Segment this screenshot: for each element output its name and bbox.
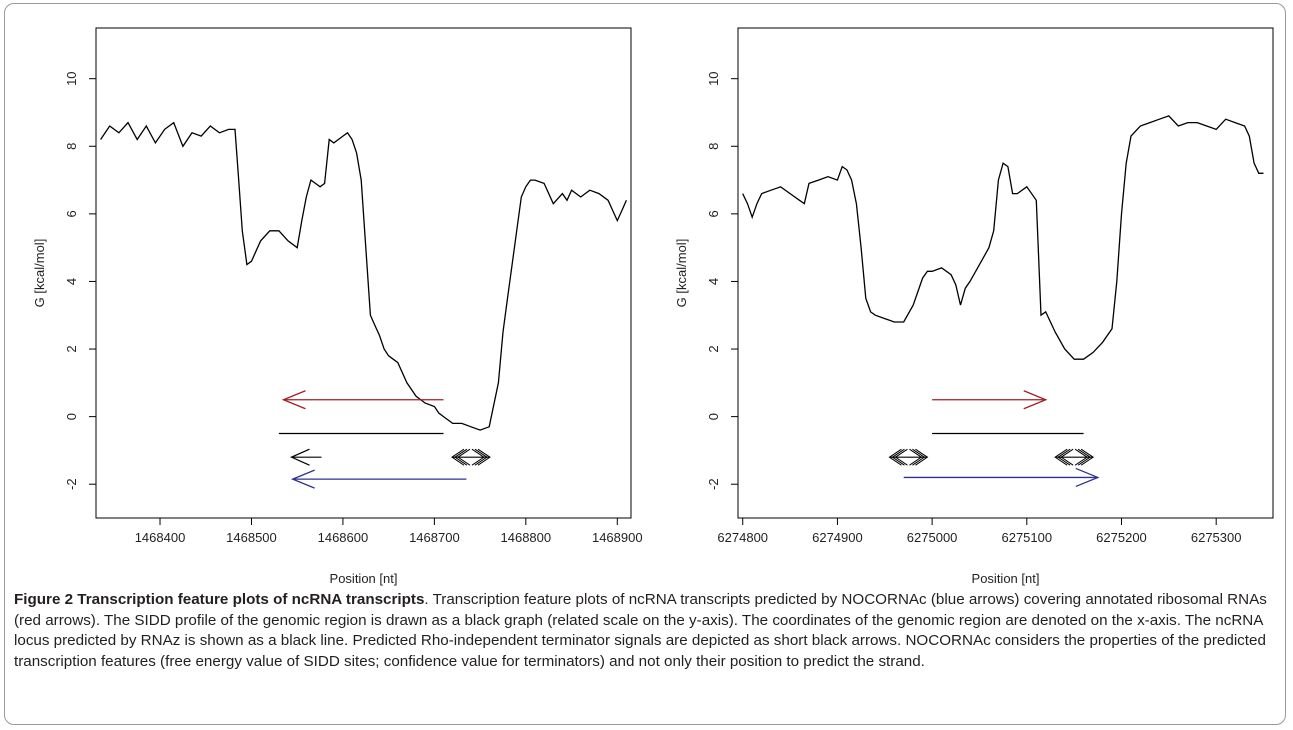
left-ytick-label: 4: [64, 278, 79, 285]
right-ytick-label: 2: [706, 345, 721, 352]
left-rrna-arrow-head: [281, 390, 306, 410]
terminator-head: [290, 448, 310, 466]
figure-frame: [4, 3, 1286, 725]
left-xtick-label: 1468500: [226, 530, 277, 545]
left-ytick-label: 0: [64, 413, 79, 420]
right-ytick-label: 10: [706, 71, 721, 85]
right-ytick-label: 6: [706, 210, 721, 217]
chart-right: 6274800 6274900 6275000 6275100 6275200 62753…: [648, 8, 1288, 588]
left-xtick-label: 1468600: [318, 530, 369, 545]
chart-left-svg: 1468400 1468500 1468600 1468700 1468800 14689…: [32, 27, 643, 586]
left-sidd-profile-line: [100, 121, 627, 431]
right-xtick-label: 6275200: [1096, 530, 1147, 545]
chart-right-svg: 6274800 6274900 6275000 6275100 6275200 62753…: [674, 27, 1274, 586]
right-terminator-icon: [888, 448, 929, 466]
right-ytick-label: 4: [706, 278, 721, 285]
terminator-head-left: [451, 448, 465, 466]
left-xaxis-label: Position [nt]: [330, 571, 398, 586]
left-ytick-label: 10: [64, 71, 79, 85]
left-xtick-label: 1468900: [592, 530, 643, 545]
terminator-head-right: [1074, 448, 1089, 466]
left-ytick-label: 2: [64, 345, 79, 352]
left-plot-frame: [95, 27, 632, 519]
left-yaxis-label: G [kcal/mol]: [32, 239, 47, 308]
terminator-head-right: [1080, 448, 1095, 466]
terminator-head-right: [912, 448, 926, 466]
left-terminator-icon: [451, 448, 491, 466]
right-ytick-label: -2: [706, 478, 721, 490]
terminator-head-right: [915, 448, 929, 466]
left-xtick-label: 1468800: [501, 530, 552, 545]
terminator-head-left: [888, 448, 902, 466]
left-ytick-label: 8: [64, 143, 79, 150]
terminator-head-right: [1077, 448, 1092, 466]
right-ytick-label: 0: [706, 413, 721, 420]
left-terminator-icon: [290, 448, 322, 466]
terminator-head-left: [894, 448, 908, 466]
left-xtick-label: 1468400: [135, 530, 186, 545]
terminator-head-right: [474, 448, 488, 466]
right-xtick-label: 6275100: [1001, 530, 1052, 545]
caption-title: Figure 2 Transcription feature plots of …: [14, 591, 425, 608]
left-nocornac-arrow-head: [290, 469, 315, 489]
caption-body: . Transcription feature plots of ncRNA t…: [14, 591, 1267, 670]
terminator-head-left: [1054, 448, 1068, 466]
terminator-head-right: [471, 448, 485, 466]
terminator-head-left: [891, 448, 905, 466]
terminator-head-right: [909, 448, 923, 466]
right-sidd-profile-line: [742, 115, 1264, 360]
right-xtick-label: 6274800: [717, 530, 768, 545]
terminator-head-left: [1057, 448, 1071, 466]
terminator-head-left: [454, 448, 468, 466]
right-xtick-label: 6275000: [907, 530, 958, 545]
terminator-head-right: [477, 448, 491, 466]
left-ytick-label: -2: [64, 478, 79, 490]
right-xtick-label: 6274900: [812, 530, 863, 545]
right-rrna-arrow-head: [1023, 390, 1048, 410]
right-xtick-label: 6275300: [1191, 530, 1242, 545]
figure-caption: Figure 2 Transcription feature plots of …: [14, 590, 1274, 672]
left-xtick-label: 1468700: [409, 530, 460, 545]
right-plot-frame: [737, 27, 1274, 519]
right-terminator-icon: [1054, 448, 1095, 466]
chart-left: 1468400 1468500 1468600 1468700 1468800 14689…: [6, 8, 646, 588]
right-yaxis-label: G [kcal/mol]: [674, 239, 689, 308]
right-nocornac-arrow-head: [1075, 467, 1100, 488]
right-ytick-label: 8: [706, 143, 721, 150]
terminator-head-left: [1060, 448, 1074, 466]
left-ytick-label: 6: [64, 210, 79, 217]
terminator-head-left: [457, 448, 471, 466]
right-xaxis-label: Position [nt]: [972, 571, 1040, 586]
